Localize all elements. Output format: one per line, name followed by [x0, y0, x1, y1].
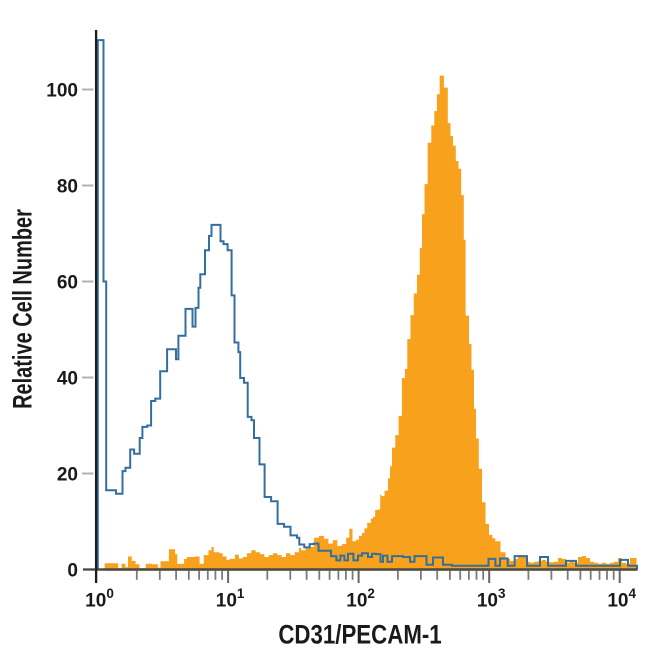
svg-text:80: 80 [57, 176, 78, 197]
svg-text:100: 100 [46, 80, 78, 101]
svg-text:CD31/PECAM-1: CD31/PECAM-1 [278, 621, 442, 650]
svg-text:60: 60 [57, 272, 78, 293]
svg-text:20: 20 [57, 464, 78, 485]
svg-text:0: 0 [67, 560, 78, 581]
svg-text:Relative Cell Number: Relative Cell Number [8, 209, 39, 409]
svg-text:40: 40 [57, 368, 78, 389]
svg-text:101: 101 [216, 586, 245, 612]
